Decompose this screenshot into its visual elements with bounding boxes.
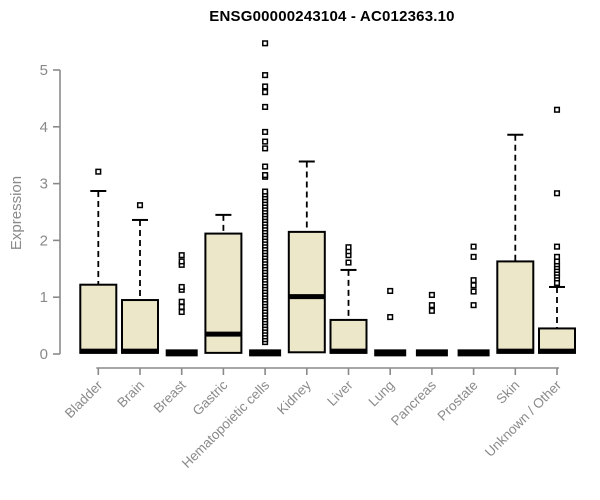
- median-line: [497, 348, 534, 354]
- outlier-point: [178, 298, 185, 305]
- outlier-point: [136, 202, 144, 209]
- outlier-point: [262, 40, 269, 47]
- outlier-point: [470, 243, 477, 250]
- x-tick-label: Pancreas: [388, 377, 439, 428]
- x-tick-label: Gastric: [190, 377, 231, 418]
- outlier-point: [428, 307, 435, 314]
- box-collapsed: [165, 349, 198, 357]
- y-tick-label: 3: [40, 176, 48, 193]
- median-line: [122, 348, 158, 354]
- box: [287, 230, 326, 354]
- outlier-point: [470, 282, 477, 289]
- x-tick-label: Lung: [365, 378, 397, 410]
- outlier-point: [345, 244, 352, 251]
- x-tick-label: Brain: [114, 378, 147, 411]
- outlier-point: [553, 243, 561, 250]
- outlier-point: [95, 168, 102, 175]
- median-line: [330, 348, 367, 354]
- x-tick-label: Breast: [151, 377, 189, 415]
- outlier-point: [178, 303, 185, 310]
- median-line: [288, 294, 325, 300]
- box: [79, 283, 118, 354]
- y-tick-label: 2: [40, 232, 48, 249]
- outlier-point: [262, 188, 269, 195]
- median-line: [80, 348, 117, 354]
- outlier-point: [387, 314, 394, 321]
- box-collapsed: [374, 349, 407, 357]
- outlier-point: [178, 258, 185, 265]
- y-tick-label: 1: [40, 289, 48, 306]
- outlier-point: [428, 291, 435, 298]
- box: [496, 260, 535, 354]
- box-collapsed: [249, 349, 282, 357]
- outlier-point: [262, 145, 269, 152]
- y-tick-label: 5: [40, 62, 48, 79]
- box-collapsed: [457, 349, 490, 357]
- x-tick-label: Skin: [493, 378, 522, 407]
- outlier-point: [470, 288, 477, 295]
- outlier-point: [262, 138, 269, 145]
- outlier-point: [262, 172, 269, 179]
- outlier-point: [470, 302, 477, 309]
- median-line: [539, 348, 575, 354]
- outlier-point: [387, 287, 394, 295]
- median-line: [205, 331, 242, 337]
- outlier-point: [428, 302, 435, 309]
- box-collapsed: [415, 349, 448, 357]
- outlier-point: [262, 103, 269, 110]
- x-tick-label: Liver: [324, 377, 356, 409]
- x-tick-label: Bladder: [62, 377, 106, 421]
- outlier-point: [262, 72, 269, 79]
- chart-title: ENSG00000243104 - AC012363.10: [209, 8, 455, 25]
- outlier-point: [553, 106, 561, 113]
- outlier-point: [470, 253, 477, 260]
- outlier-point: [553, 253, 561, 260]
- y-tick-label: 0: [40, 346, 48, 363]
- outlier-point: [262, 128, 269, 135]
- outlier-point: [262, 89, 269, 96]
- outlier-point: [178, 252, 185, 259]
- box: [121, 299, 159, 354]
- outlier-point: [345, 259, 352, 266]
- outlier-point: [470, 277, 477, 284]
- outlier-point: [178, 308, 185, 316]
- box: [329, 318, 368, 354]
- x-tick-label: Kidney: [274, 377, 314, 417]
- outlier-point: [262, 83, 269, 90]
- outlier-point: [178, 283, 185, 291]
- y-tick-label: 4: [40, 119, 48, 136]
- outlier-point: [262, 163, 269, 170]
- x-tick-label: Unknown / Other: [482, 377, 565, 460]
- x-tick-label: Prostate: [435, 378, 481, 424]
- outlier-point: [553, 190, 561, 197]
